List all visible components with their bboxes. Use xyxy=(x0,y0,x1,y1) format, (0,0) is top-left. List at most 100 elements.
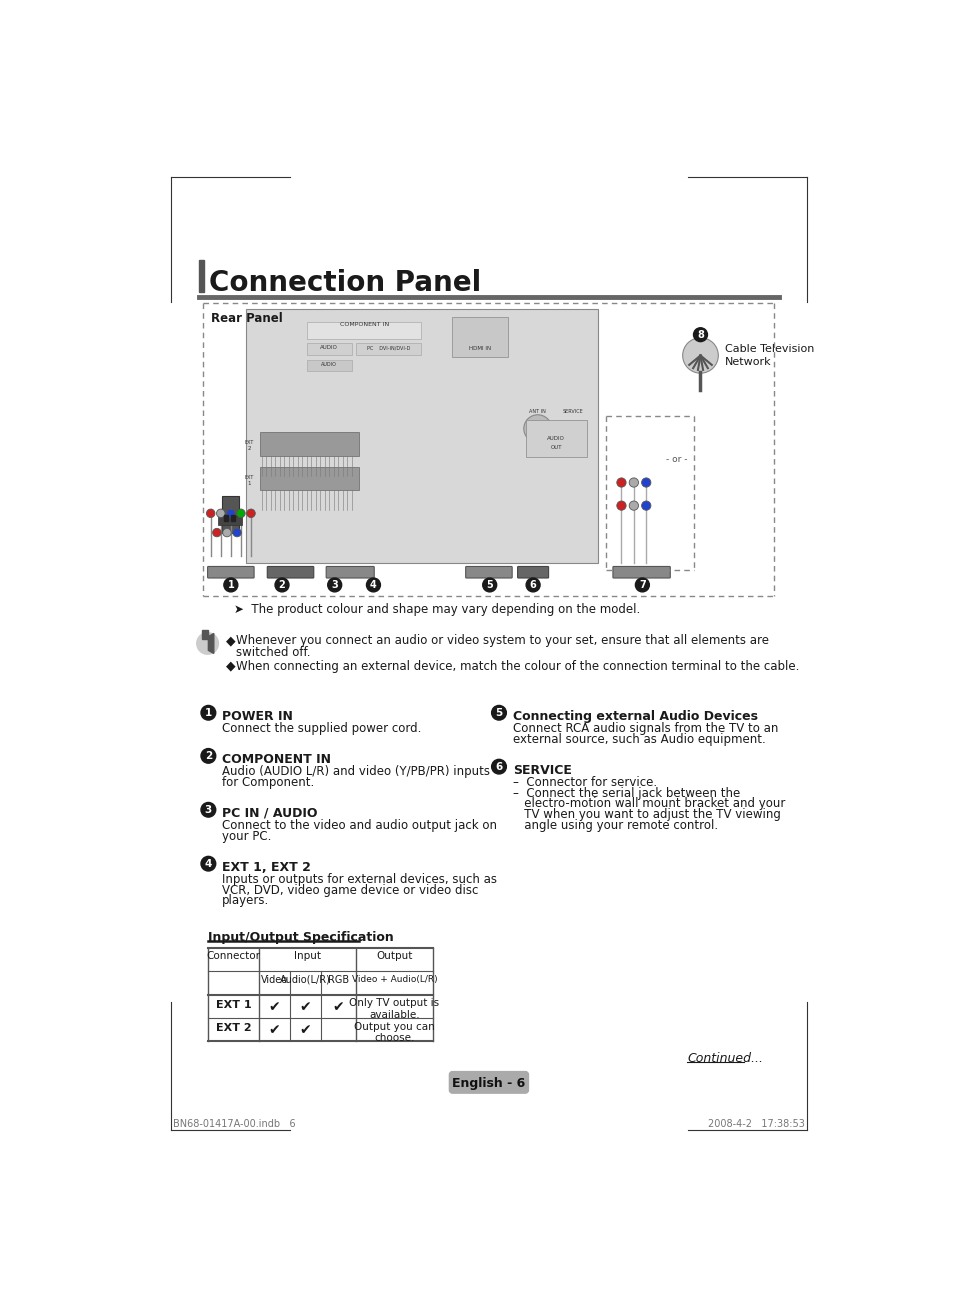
FancyBboxPatch shape xyxy=(449,1071,528,1093)
Text: English - 6: English - 6 xyxy=(452,1077,525,1090)
Text: 2: 2 xyxy=(278,580,285,590)
Text: Connector: Connector xyxy=(207,951,260,961)
Text: 4: 4 xyxy=(205,859,212,868)
Circle shape xyxy=(224,578,237,591)
Text: Connection Panel: Connection Panel xyxy=(209,269,481,298)
Text: Connect RCA audio signals from the TV to an: Connect RCA audio signals from the TV to… xyxy=(513,722,778,735)
Text: Input: Input xyxy=(294,951,320,961)
Bar xyxy=(260,467,359,490)
Bar xyxy=(245,309,598,563)
Text: –  Connect the serial jack between the: – Connect the serial jack between the xyxy=(513,787,740,800)
Text: BN68-01417A-00.indb   6: BN68-01417A-00.indb 6 xyxy=(172,1119,295,1130)
Text: 2008-4-2   17:38:53: 2008-4-2 17:38:53 xyxy=(707,1119,804,1130)
Text: Cable Television
Network: Cable Television Network xyxy=(724,344,814,367)
Text: Audio (AUDIO L/R) and video (Y/PB/PR) inputs: Audio (AUDIO L/R) and video (Y/PB/PR) in… xyxy=(222,765,490,778)
Text: external source, such as Audio equipment.: external source, such as Audio equipment… xyxy=(513,732,765,745)
Text: switched off.: switched off. xyxy=(236,646,311,659)
Text: ◆: ◆ xyxy=(226,634,235,647)
Text: –  Connector for service.: – Connector for service. xyxy=(513,776,657,789)
Text: 7: 7 xyxy=(639,580,645,590)
Text: 3: 3 xyxy=(205,805,212,815)
Circle shape xyxy=(201,705,215,719)
Text: Whenever you connect an audio or video system to your set, ensure that all eleme: Whenever you connect an audio or video s… xyxy=(236,634,768,647)
FancyBboxPatch shape xyxy=(326,567,374,578)
Circle shape xyxy=(328,578,341,591)
Text: 1: 1 xyxy=(248,481,251,487)
Circle shape xyxy=(247,509,255,518)
Circle shape xyxy=(227,509,234,518)
Text: 4: 4 xyxy=(370,580,376,590)
Text: 5: 5 xyxy=(486,580,493,590)
Bar xyxy=(231,515,234,521)
Circle shape xyxy=(693,327,707,342)
Text: Inputs or outputs for external devices, such as: Inputs or outputs for external devices, … xyxy=(222,873,497,886)
Text: players.: players. xyxy=(222,894,270,907)
Bar xyxy=(224,515,228,521)
Text: Output you can
choose.: Output you can choose. xyxy=(354,1021,435,1043)
Bar xyxy=(307,322,421,339)
Circle shape xyxy=(236,509,245,518)
Text: AUDIO: AUDIO xyxy=(320,345,338,351)
Text: EXT 1: EXT 1 xyxy=(215,1000,251,1011)
Text: POWER IN: POWER IN xyxy=(222,709,293,722)
Circle shape xyxy=(482,578,497,591)
Circle shape xyxy=(201,802,215,817)
Text: ✔: ✔ xyxy=(299,1000,311,1014)
Text: 1: 1 xyxy=(205,708,212,718)
Circle shape xyxy=(201,857,215,871)
FancyBboxPatch shape xyxy=(612,567,670,578)
Text: - or -: - or - xyxy=(666,455,687,465)
Polygon shape xyxy=(208,634,213,653)
FancyBboxPatch shape xyxy=(208,567,253,578)
Circle shape xyxy=(366,578,380,591)
Circle shape xyxy=(682,338,718,373)
Circle shape xyxy=(491,760,506,774)
Text: 6: 6 xyxy=(529,580,536,590)
Text: 2: 2 xyxy=(248,446,251,452)
Bar xyxy=(260,432,359,455)
Text: Only TV output is
available.: Only TV output is available. xyxy=(349,999,439,1020)
Text: RGB: RGB xyxy=(327,974,349,985)
Circle shape xyxy=(274,578,289,591)
Circle shape xyxy=(201,748,215,763)
Circle shape xyxy=(213,528,221,537)
Circle shape xyxy=(216,509,225,518)
Text: OUT: OUT xyxy=(550,445,561,450)
Text: ✔: ✔ xyxy=(299,1024,311,1036)
Circle shape xyxy=(629,501,638,510)
Text: When connecting an external device, match the colour of the connection terminal : When connecting an external device, matc… xyxy=(236,660,799,673)
Text: Audio(L/R): Audio(L/R) xyxy=(279,974,331,985)
FancyBboxPatch shape xyxy=(267,567,314,578)
Text: 2: 2 xyxy=(205,751,212,761)
Text: Input/Output Specification: Input/Output Specification xyxy=(208,932,394,945)
Circle shape xyxy=(206,509,214,518)
Circle shape xyxy=(233,528,241,537)
Text: ANT IN: ANT IN xyxy=(529,409,546,414)
Text: ◆: ◆ xyxy=(226,660,235,673)
Text: COMPONENT IN: COMPONENT IN xyxy=(222,753,331,766)
Text: ✔: ✔ xyxy=(332,1000,344,1014)
Text: AUDIO: AUDIO xyxy=(321,361,336,366)
Circle shape xyxy=(641,501,650,510)
Circle shape xyxy=(617,477,625,487)
Circle shape xyxy=(629,477,638,487)
Text: PC    DVI-IN/DVI-D: PC DVI-IN/DVI-D xyxy=(367,345,410,351)
Text: ✔: ✔ xyxy=(268,1000,280,1014)
FancyBboxPatch shape xyxy=(517,567,548,578)
Text: electro-motion wall mount bracket and your: electro-motion wall mount bracket and yo… xyxy=(513,797,784,810)
Text: SERVICE: SERVICE xyxy=(513,763,571,776)
Text: Output: Output xyxy=(375,951,412,961)
Text: 8: 8 xyxy=(697,330,703,340)
Text: Connect the supplied power cord.: Connect the supplied power cord. xyxy=(222,722,421,735)
Circle shape xyxy=(525,578,539,591)
Text: EXT 1, EXT 2: EXT 1, EXT 2 xyxy=(222,861,311,873)
Text: your PC.: your PC. xyxy=(222,829,272,842)
Text: EXT: EXT xyxy=(245,440,253,445)
Text: EXT 2: EXT 2 xyxy=(215,1024,251,1033)
Text: PC IN / AUDIO: PC IN / AUDIO xyxy=(222,806,317,819)
Circle shape xyxy=(196,633,218,655)
Text: 1: 1 xyxy=(227,580,234,590)
Text: COMPONENT IN: COMPONENT IN xyxy=(339,322,389,326)
Text: ✔: ✔ xyxy=(268,1024,280,1036)
Text: Continued...: Continued... xyxy=(686,1052,762,1065)
